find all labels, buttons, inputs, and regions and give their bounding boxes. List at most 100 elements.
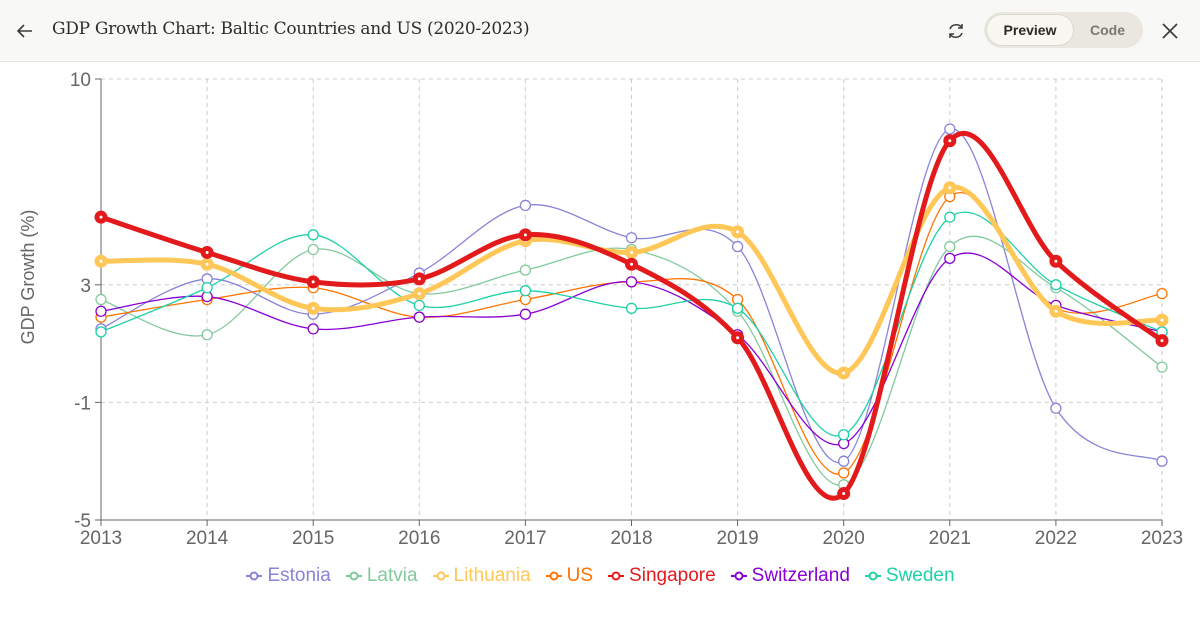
legend-marker-icon xyxy=(345,571,362,581)
point-latvia-2017[interactable] xyxy=(519,264,532,276)
close-icon xyxy=(1162,23,1178,39)
top-bar: GDP Growth Chart: Baltic Countries and U… xyxy=(0,0,1200,62)
point-switzerland-2018[interactable] xyxy=(625,276,638,288)
point-sweden-2020[interactable] xyxy=(838,429,850,441)
line-switzerland xyxy=(100,252,1163,446)
legend-label: Latvia xyxy=(366,565,418,586)
x-tick-label: 2020 xyxy=(823,528,865,549)
line-singapore xyxy=(100,130,1164,501)
point-center xyxy=(630,250,633,254)
view-toggle: Preview Code xyxy=(984,12,1143,48)
legend-item-switzerland[interactable]: Switzerland xyxy=(730,565,850,587)
x-tick-label: 2014 xyxy=(186,528,229,549)
arrow-left-icon xyxy=(16,24,32,38)
legend-item-sweden[interactable]: Sweden xyxy=(864,565,955,587)
point-us-2020[interactable] xyxy=(838,467,850,479)
legend-marker-icon xyxy=(864,571,881,581)
legend-label: Estonia xyxy=(267,565,331,586)
point-sweden-2019[interactable] xyxy=(731,302,744,314)
point-estonia-2018[interactable] xyxy=(625,232,638,244)
legend-item-estonia[interactable]: Estonia xyxy=(245,565,331,587)
x-tick-label: 2018 xyxy=(610,528,652,549)
point-estonia-2023[interactable] xyxy=(1156,455,1168,467)
legend-item-lithuania[interactable]: Lithuania xyxy=(432,565,531,587)
point-switzerland-2017[interactable] xyxy=(519,308,532,320)
point-center xyxy=(948,186,952,190)
point-switzerland-2021[interactable] xyxy=(944,252,956,264)
point-center xyxy=(736,336,740,340)
x-tick-label: 2019 xyxy=(716,528,758,549)
legend-marker-icon xyxy=(730,571,747,581)
refresh-icon xyxy=(949,24,963,38)
refresh-button[interactable] xyxy=(943,18,969,44)
point-center xyxy=(842,371,846,375)
legend: Estonia Latvia Lithuania US Singapore Switzer… xyxy=(0,565,1200,587)
point-center xyxy=(205,262,209,266)
point-us-2023[interactable] xyxy=(1156,287,1168,300)
point-estonia-2019[interactable] xyxy=(731,240,744,253)
x-tick-label: 2013 xyxy=(80,528,122,549)
close-button[interactable] xyxy=(1157,18,1183,44)
legend-marker-icon xyxy=(545,571,562,581)
point-sweden-2013[interactable] xyxy=(95,326,107,338)
point-estonia-2017[interactable] xyxy=(519,199,532,212)
point-sweden-2016[interactable] xyxy=(413,299,425,312)
code-tab[interactable]: Code xyxy=(1090,22,1125,38)
legend-label: US xyxy=(566,565,594,586)
y-axis-label: GDP Growth (%) xyxy=(18,210,38,345)
point-center xyxy=(523,233,527,237)
series-lithuania xyxy=(94,181,1169,380)
point-center xyxy=(311,306,315,310)
point-estonia-2022[interactable] xyxy=(1050,402,1062,414)
legend-marker-icon xyxy=(246,571,263,581)
point-latvia-2023[interactable] xyxy=(1156,361,1168,373)
back-button[interactable] xyxy=(12,18,38,44)
preview-tab[interactable]: Preview xyxy=(986,14,1074,46)
point-latvia-2021[interactable] xyxy=(944,240,956,253)
point-center xyxy=(842,492,846,496)
legend-marker-icon xyxy=(432,571,449,581)
x-tick-label: 2016 xyxy=(398,528,440,549)
point-center xyxy=(205,250,209,254)
legend-label: Sweden xyxy=(885,565,955,586)
legend-marker-icon xyxy=(608,571,625,581)
point-center xyxy=(1160,339,1164,343)
series-sweden xyxy=(95,211,1168,441)
point-estonia-2020[interactable] xyxy=(838,455,850,467)
point-sweden-2022[interactable] xyxy=(1050,279,1062,291)
point-switzerland-2013[interactable] xyxy=(95,305,107,317)
point-center xyxy=(1054,259,1058,263)
legend-item-latvia[interactable]: Latvia xyxy=(345,565,418,587)
point-sweden-2018[interactable] xyxy=(625,302,638,314)
x-tick-label: 2015 xyxy=(292,528,334,549)
point-center xyxy=(1160,318,1164,322)
line-sweden xyxy=(100,211,1163,437)
point-sweden-2014[interactable] xyxy=(201,282,213,294)
point-estonia-2021[interactable] xyxy=(944,123,956,135)
y-tick-label: 3 xyxy=(80,276,91,297)
line-lithuania xyxy=(100,184,1163,376)
y-tick-label: -1 xyxy=(74,393,91,414)
point-sweden-2021[interactable] xyxy=(944,211,956,223)
point-center xyxy=(736,230,740,234)
point-latvia-2013[interactable] xyxy=(95,293,107,306)
point-center xyxy=(417,292,421,296)
point-latvia-2015[interactable] xyxy=(307,243,319,256)
legend-label: Singapore xyxy=(629,565,716,586)
point-sweden-2017[interactable] xyxy=(519,285,532,297)
x-tick-label: 2023 xyxy=(1141,528,1183,549)
series-singapore xyxy=(94,130,1169,501)
x-tick-label: 2017 xyxy=(504,528,546,549)
point-center xyxy=(630,262,633,266)
line-chart: -5 -1 3 10 2013 2014 2015 2016 2017 2018 2019 2020 2… xyxy=(18,70,1183,549)
point-switzerland-2016[interactable] xyxy=(413,311,425,323)
point-switzerland-2015[interactable] xyxy=(307,323,319,335)
x-tick-label: 2022 xyxy=(1035,528,1077,549)
point-sweden-2015[interactable] xyxy=(307,229,319,241)
legend-item-singapore[interactable]: Singapore xyxy=(607,565,716,587)
point-center xyxy=(311,280,315,284)
legend-item-us[interactable]: US xyxy=(545,565,593,587)
point-center xyxy=(417,277,421,281)
series-latvia xyxy=(95,235,1168,491)
point-latvia-2014[interactable] xyxy=(201,329,213,341)
